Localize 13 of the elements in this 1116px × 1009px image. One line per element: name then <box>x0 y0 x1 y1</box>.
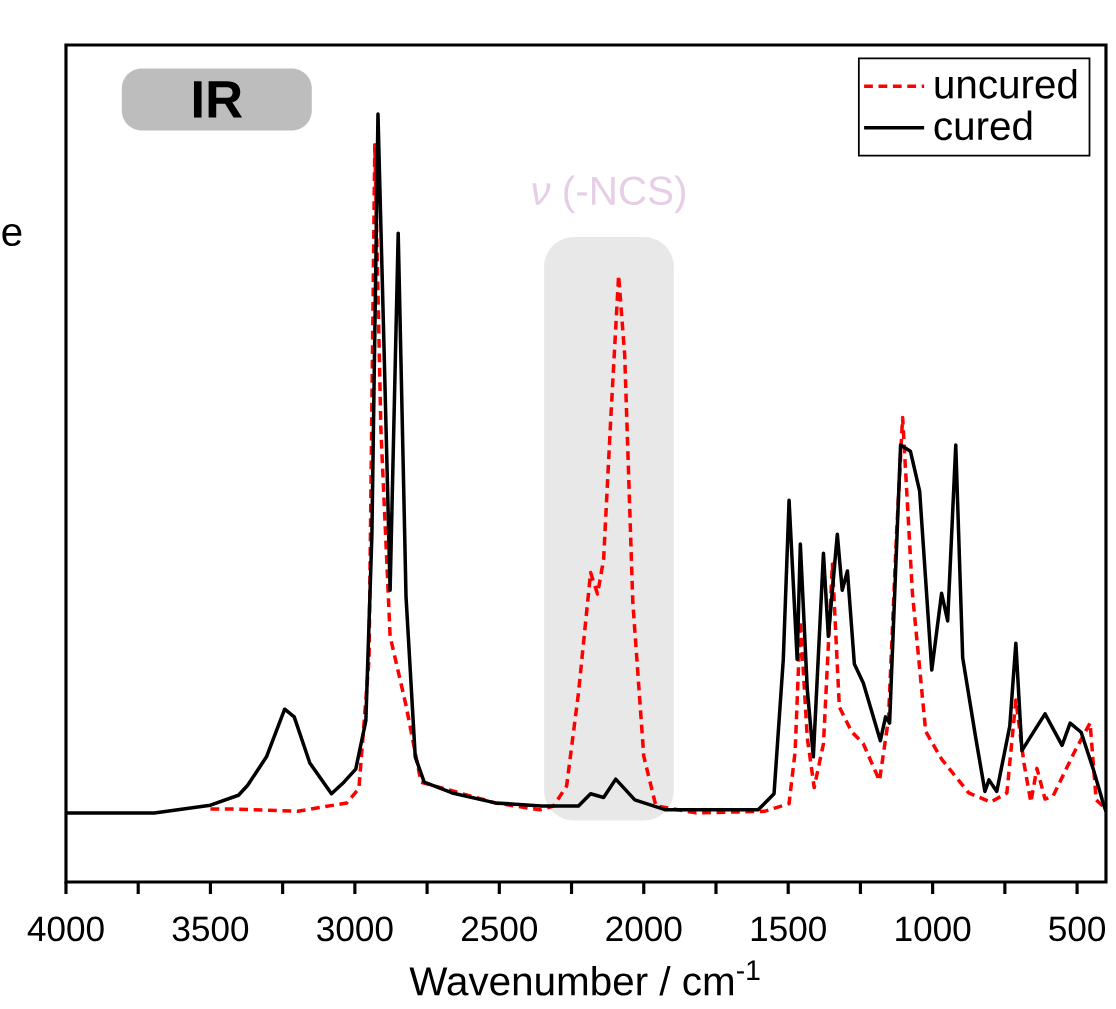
x-axis-title: Wavenumber / cm$^{-1}$ <box>409 960 760 996</box>
x-tick-label: 3500 <box>172 916 249 942</box>
annotation: IR <box>193 81 243 118</box>
x-tick-label: 2000 <box>606 916 682 942</box>
legend-label: uncured <box>935 68 1077 99</box>
x-tick-label: 1500 <box>751 916 826 942</box>
legend-label: cured <box>934 110 1032 141</box>
x-tick-label: 3000 <box>317 916 393 942</box>
x-tick-label: 500 <box>1049 916 1106 942</box>
x-tick-label: 1000 <box>896 916 971 942</box>
x-tick-label: 2500 <box>461 916 538 942</box>
y-axis-title: e <box>2 223 22 247</box>
x-tick-label: 4000 <box>27 916 104 942</box>
